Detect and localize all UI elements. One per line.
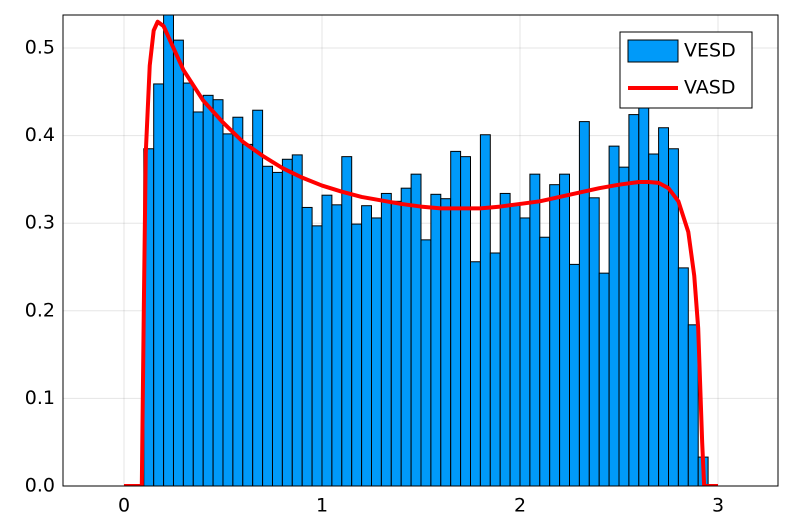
x-tick-label: 2 [514,495,526,517]
bar [361,205,372,486]
y-tick-label: 0.1 [25,387,55,409]
bar [192,111,204,486]
y-tick-label: 0.4 [25,124,55,146]
x-tick-label: 1 [316,495,328,517]
bar [321,194,333,486]
bar [331,204,343,486]
bar [390,200,402,486]
bar [400,187,412,486]
bar [252,109,264,486]
bar [479,134,491,486]
bar [311,225,323,486]
bar [608,145,620,486]
bar [291,154,303,486]
plot [123,15,719,486]
bar [460,156,471,486]
bar [202,94,214,486]
bar [677,267,689,486]
bar [182,82,194,486]
bar [271,171,283,486]
density-line [123,19,719,486]
plot-frame [62,14,779,487]
bar [598,272,610,486]
bar [410,173,422,486]
bar [588,197,600,486]
bar [232,116,244,486]
bar [351,223,363,486]
bar [628,114,640,486]
bar [618,166,630,486]
bar [638,97,650,486]
y-tick-label: 0.0 [25,475,55,497]
bar [648,153,660,486]
legend-label: VESD [684,40,736,62]
bar [509,203,521,486]
y-tick-label: 0.3 [25,212,55,234]
bar [301,206,313,486]
bar [430,193,442,486]
bar [549,184,561,486]
bar [450,150,462,486]
bar [212,99,224,486]
bar [469,261,481,486]
bar [281,158,293,486]
legend-label: VASD [684,77,735,99]
bar [578,121,590,486]
bar [420,239,432,486]
bar [529,173,541,486]
bar [153,83,165,486]
bar [380,192,392,486]
bar [440,198,452,486]
bar [539,236,551,486]
bar [499,192,511,486]
y-tick-label: 0.2 [25,299,55,321]
bar [519,217,531,486]
bar [559,173,570,486]
bar [222,133,234,486]
bar [262,165,273,486]
y-tick-label: 0.5 [25,37,55,59]
bar [568,263,580,486]
bar [687,324,699,486]
bar [370,217,382,486]
bar [489,252,501,486]
bar [341,156,353,486]
bar [172,39,184,486]
legend-swatch [627,39,679,63]
x-tick-label: 3 [712,495,724,517]
bar [163,15,174,486]
bar [242,143,254,486]
x-tick-label: 0 [118,495,130,517]
